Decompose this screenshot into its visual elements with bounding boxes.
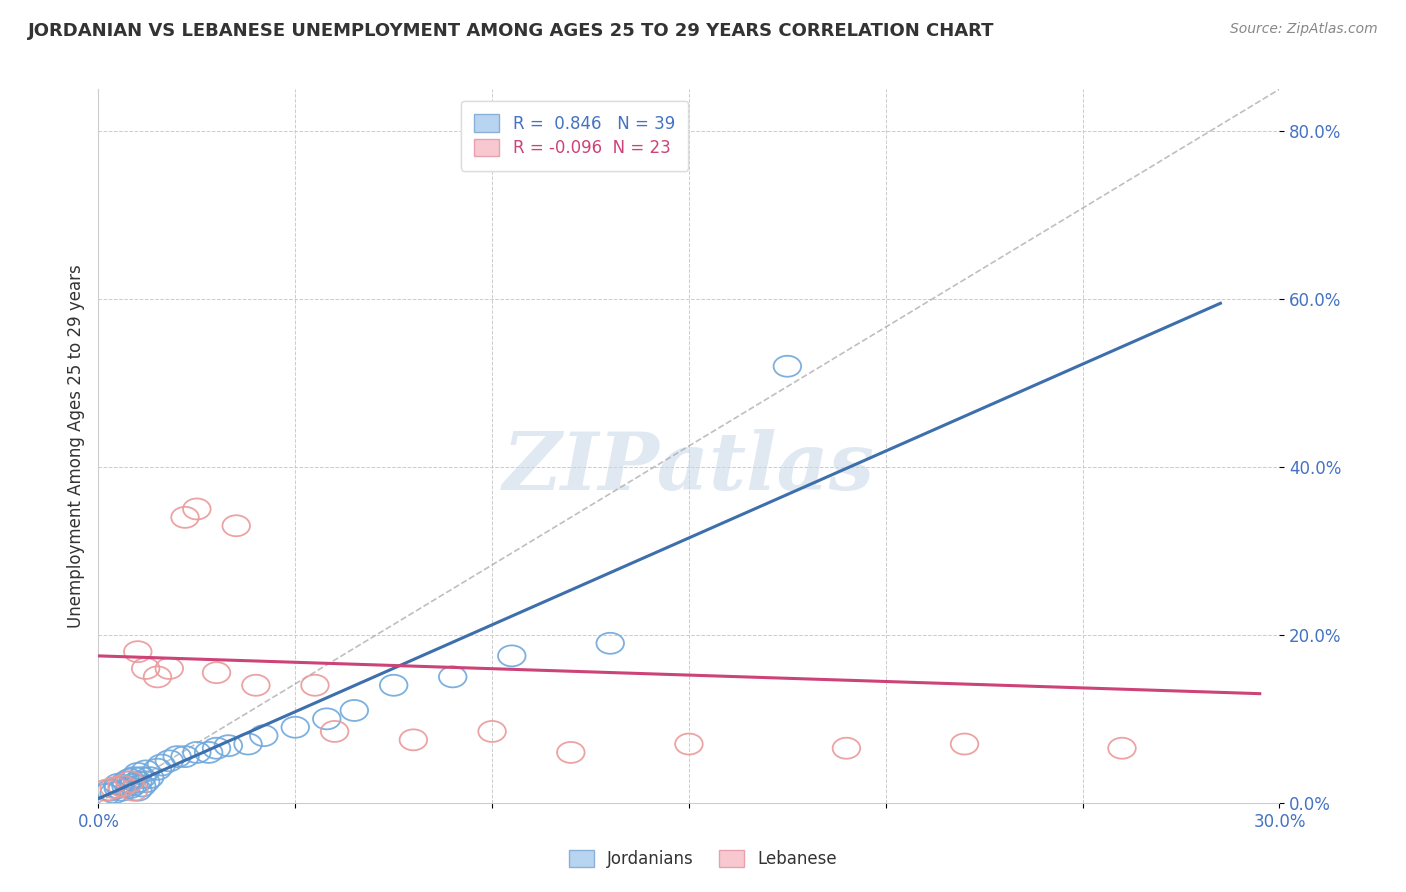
Text: JORDANIAN VS LEBANESE UNEMPLOYMENT AMONG AGES 25 TO 29 YEARS CORRELATION CHART: JORDANIAN VS LEBANESE UNEMPLOYMENT AMONG… <box>28 22 994 40</box>
Legend: Jordanians, Lebanese: Jordanians, Lebanese <box>562 843 844 875</box>
Text: ZIPatlas: ZIPatlas <box>503 429 875 506</box>
Text: Source: ZipAtlas.com: Source: ZipAtlas.com <box>1230 22 1378 37</box>
Legend: R =  0.846   N = 39, R = -0.096  N = 23: R = 0.846 N = 39, R = -0.096 N = 23 <box>461 101 689 170</box>
Y-axis label: Unemployment Among Ages 25 to 29 years: Unemployment Among Ages 25 to 29 years <box>66 264 84 628</box>
